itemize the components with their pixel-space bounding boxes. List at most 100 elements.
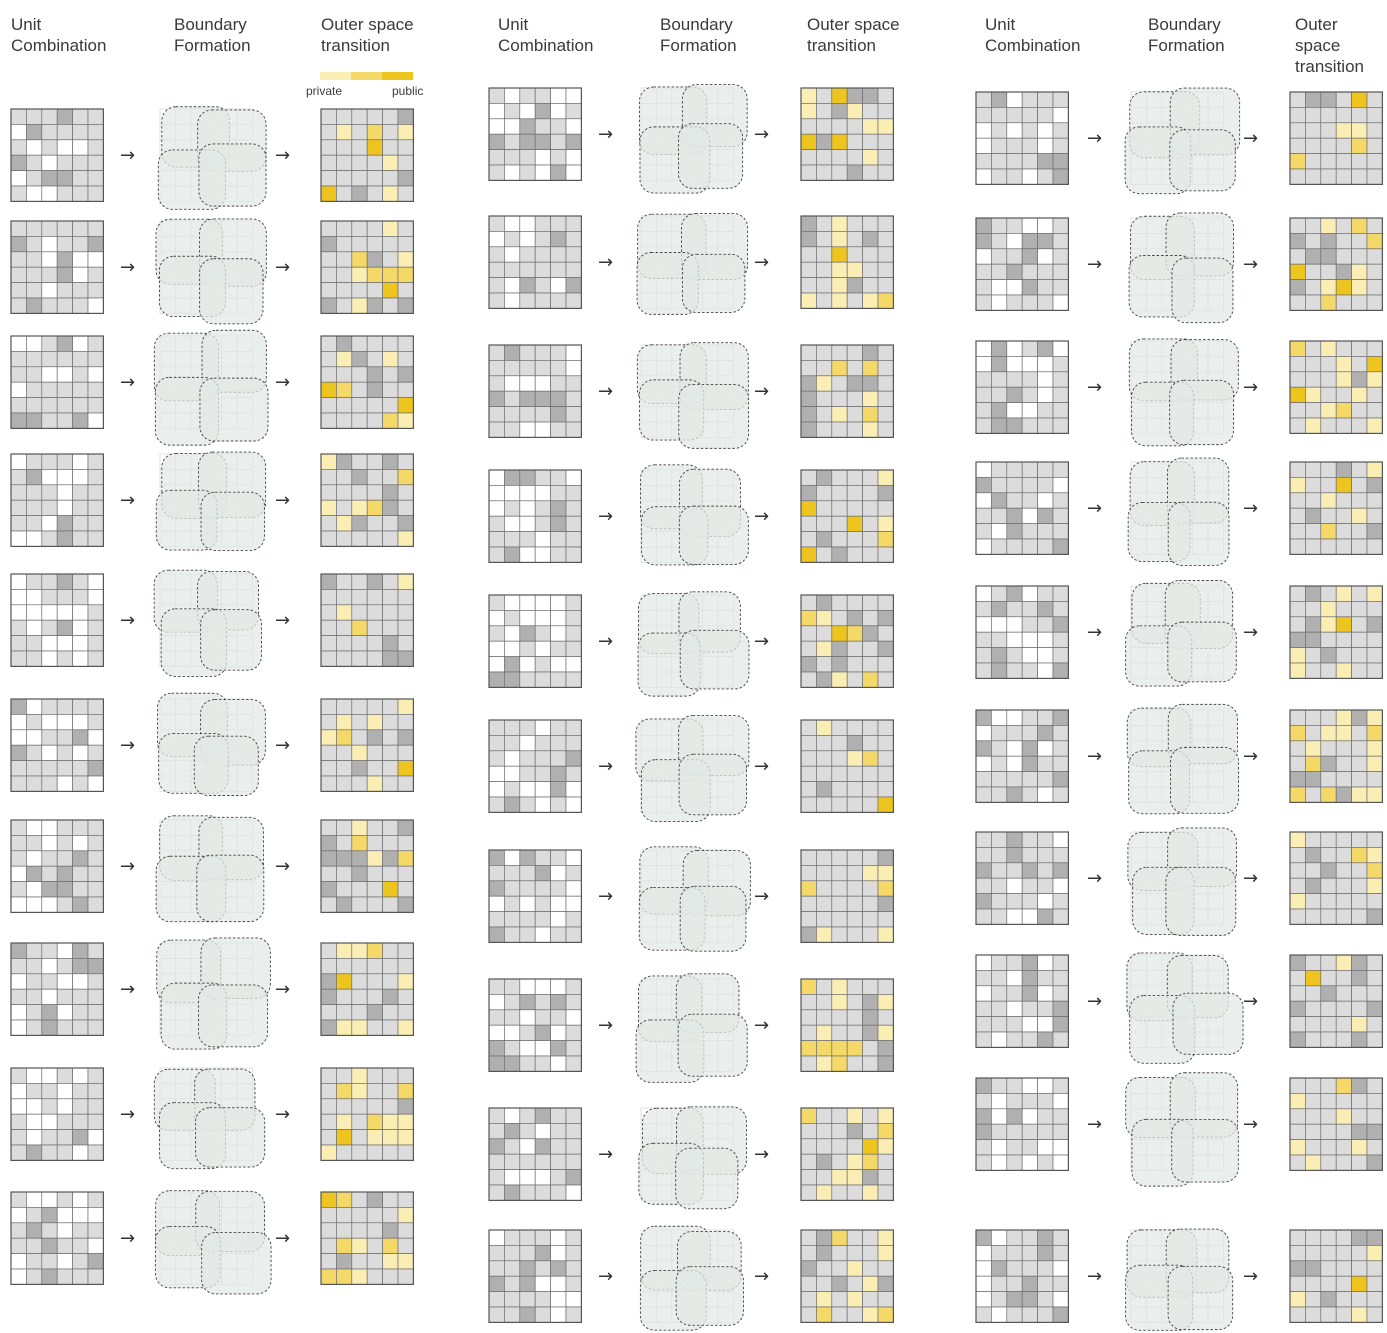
grid-cell <box>1037 1093 1054 1110</box>
transition-cell <box>831 1229 848 1246</box>
transition-cell <box>846 865 863 882</box>
grid-cell <box>519 640 536 657</box>
grid-cell <box>41 1004 58 1021</box>
grid-cell <box>1037 523 1054 540</box>
grid-cell <box>87 589 104 606</box>
arrow-icon: → <box>1243 254 1258 275</box>
grid-cell <box>1037 771 1054 788</box>
transition-cell <box>1289 647 1306 664</box>
grid-cell <box>1052 294 1069 311</box>
grid-cell <box>56 530 73 547</box>
transition-cell <box>320 170 337 187</box>
grid-cell <box>41 266 58 283</box>
grid-cell <box>56 1237 73 1254</box>
transition-cell <box>816 895 833 912</box>
grid-cell <box>550 735 567 752</box>
grid-cell <box>56 881 73 898</box>
transition-cell <box>1305 1139 1322 1156</box>
grid-cell <box>87 366 104 383</box>
grid-cell <box>534 1291 551 1308</box>
transition-cell <box>800 1229 817 1246</box>
arrow-icon: → <box>275 1104 290 1125</box>
transition-cell <box>382 469 399 486</box>
transition-cell <box>1366 585 1383 602</box>
grid-cell <box>41 397 58 414</box>
grid-cell <box>975 786 992 803</box>
grid-cell <box>975 386 992 403</box>
transition-cell <box>1320 985 1337 1002</box>
transition-cell <box>351 351 368 368</box>
transition-cell <box>800 994 817 1011</box>
grid-border <box>975 340 1070 435</box>
grid-cell <box>1037 1154 1054 1171</box>
grid-cell <box>87 819 104 836</box>
grid-cell <box>565 765 582 782</box>
transition-cell <box>877 1107 894 1124</box>
transition-cell <box>1351 662 1368 679</box>
grid-cell <box>72 896 89 913</box>
boundary-formation-diagram <box>155 815 265 923</box>
transition-cell <box>1366 1016 1383 1033</box>
boundary-formation-diagram <box>1124 87 1241 195</box>
arrow-icon: → <box>1087 377 1102 398</box>
grid-cell <box>41 282 58 299</box>
transition-cell <box>1305 279 1322 296</box>
transition-cell <box>382 1207 399 1224</box>
transition-cell <box>382 282 399 299</box>
transition-cell <box>1305 601 1322 618</box>
transition-cell <box>846 469 863 486</box>
grid-cell <box>504 292 521 309</box>
grid-cell <box>991 893 1008 910</box>
transition-cell <box>1335 585 1352 602</box>
grid-cell <box>1052 662 1069 679</box>
grid-cell <box>519 469 536 486</box>
boundary-formation-diagram <box>156 937 271 1050</box>
transition-cell <box>800 911 817 928</box>
grid-cell <box>41 1207 58 1224</box>
grid-cell <box>41 942 58 959</box>
grid-cell <box>87 650 104 667</box>
grid-cell <box>534 1123 551 1140</box>
transition-cell <box>1305 1291 1322 1308</box>
grid-cell <box>10 1098 27 1115</box>
transition-cell <box>1366 538 1383 555</box>
grid-cell <box>41 499 58 516</box>
transition-cell <box>320 650 337 667</box>
grid-cell <box>488 781 505 798</box>
transition-cell <box>1320 709 1337 726</box>
transition-cell <box>366 515 383 532</box>
transition-cell <box>831 895 848 912</box>
grid-cell <box>565 750 582 767</box>
grid-cell <box>519 500 536 517</box>
transition-cell <box>382 819 399 836</box>
transition-cell <box>1305 137 1322 154</box>
grid-cell <box>56 835 73 852</box>
transition-cell <box>1289 1154 1306 1171</box>
grid-cell <box>10 1067 27 1084</box>
transition-cell <box>320 958 337 975</box>
grid-cell <box>26 1019 43 1036</box>
transition-cell <box>1351 1275 1368 1292</box>
transition-cell <box>1289 492 1306 509</box>
transition-cell <box>877 531 894 548</box>
grid-cell <box>504 1009 521 1026</box>
grid-cell <box>26 351 43 368</box>
grid-cell <box>72 515 89 532</box>
transition-cell <box>831 765 848 782</box>
grid-cell <box>519 261 536 278</box>
transition-cell <box>1351 386 1368 403</box>
transition-cell <box>351 604 368 621</box>
transition-cell <box>862 149 879 166</box>
transition-cell <box>831 656 848 673</box>
grid-cell <box>991 601 1008 618</box>
grid-cell <box>26 282 43 299</box>
grid-cell <box>504 735 521 752</box>
transition-cell <box>846 485 863 502</box>
transition-cell <box>397 604 414 621</box>
grid-cell <box>1006 786 1023 803</box>
grid-cell <box>87 729 104 746</box>
grid-cell <box>991 477 1008 494</box>
grid-cell <box>534 246 551 263</box>
transition-cell <box>1320 1077 1337 1094</box>
boundary-formation-diagram <box>1127 457 1230 566</box>
